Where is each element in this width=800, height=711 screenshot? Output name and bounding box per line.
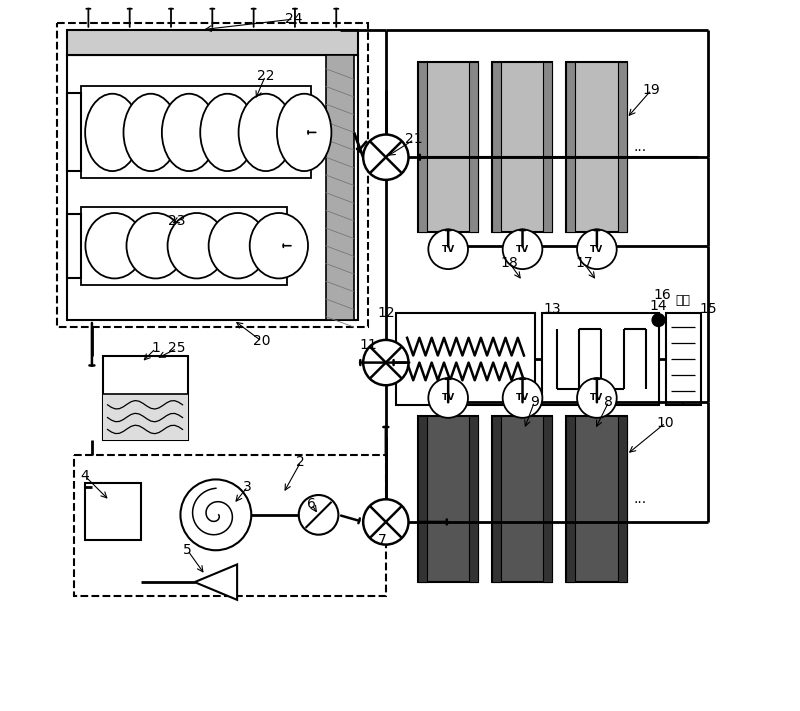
Text: 9: 9 [530,395,539,409]
Bar [418,416,478,582]
Bar [326,55,354,320]
Circle shape [363,134,409,180]
Text: TV: TV [442,393,454,402]
Bar [542,313,658,405]
Text: ...: ... [634,139,647,154]
Bar [67,55,358,320]
Circle shape [298,495,338,535]
Bar [566,416,575,582]
Circle shape [181,479,251,550]
Text: TV: TV [516,245,529,254]
Text: 15: 15 [699,302,717,316]
Circle shape [502,230,542,269]
Ellipse shape [123,94,178,171]
Bar [418,416,426,582]
Text: 2: 2 [297,455,306,469]
Text: 21: 21 [406,132,423,146]
Circle shape [577,378,617,418]
Text: 6: 6 [307,497,316,511]
Text: TV: TV [442,245,454,254]
Text: 18: 18 [501,257,518,270]
Bar [67,93,82,171]
Text: 20: 20 [253,334,270,348]
Text: 4: 4 [81,469,90,483]
Ellipse shape [167,213,226,279]
Bar [469,416,478,582]
Text: 22: 22 [257,69,274,82]
Bar [543,62,552,232]
Text: 8: 8 [605,395,614,409]
Circle shape [363,499,409,545]
Ellipse shape [277,94,331,171]
Circle shape [428,230,468,269]
Text: 10: 10 [657,416,674,429]
Text: 13: 13 [543,302,561,316]
Bar [418,62,478,232]
Bar [67,214,82,277]
Text: 12: 12 [377,306,394,320]
Bar [418,62,426,232]
Ellipse shape [86,213,144,279]
Ellipse shape [238,94,293,171]
Text: TV: TV [516,393,529,402]
Circle shape [577,230,617,269]
Text: 11: 11 [359,338,377,352]
Bar [397,313,534,405]
Text: 25: 25 [168,341,186,356]
Bar [82,86,311,178]
Circle shape [502,378,542,418]
Text: 电源: 电源 [676,294,690,306]
Text: 7: 7 [378,533,386,547]
Text: 23: 23 [168,214,186,228]
Bar [82,207,286,284]
Bar [492,416,501,582]
Ellipse shape [162,94,216,171]
Text: 17: 17 [575,257,593,270]
Ellipse shape [250,213,308,279]
Ellipse shape [85,94,139,171]
Bar [566,62,575,232]
Text: 24: 24 [285,12,302,26]
Polygon shape [194,565,237,600]
Bar [618,62,626,232]
Bar [566,416,626,582]
Bar [469,62,478,232]
Text: ...: ... [634,492,647,506]
Circle shape [428,378,468,418]
Ellipse shape [126,213,185,279]
Bar [102,394,187,441]
Ellipse shape [200,94,254,171]
Bar [618,416,626,582]
Circle shape [363,340,409,385]
Bar [666,313,701,405]
Circle shape [652,314,665,326]
Text: 5: 5 [183,543,192,557]
Text: TV: TV [590,393,603,402]
Ellipse shape [209,213,267,279]
Text: 16: 16 [653,288,671,302]
Bar [543,416,552,582]
Text: 1: 1 [151,341,160,356]
Bar [566,62,626,232]
Bar [492,416,552,582]
Bar [74,454,386,597]
Bar [102,356,187,441]
Text: TV: TV [590,245,603,254]
Text: 3: 3 [243,479,252,493]
Text: 14: 14 [650,299,667,313]
Bar [85,483,142,540]
Text: 19: 19 [642,83,660,97]
Bar [492,62,501,232]
Bar [492,62,552,232]
Bar [57,23,368,327]
Bar [67,30,358,55]
